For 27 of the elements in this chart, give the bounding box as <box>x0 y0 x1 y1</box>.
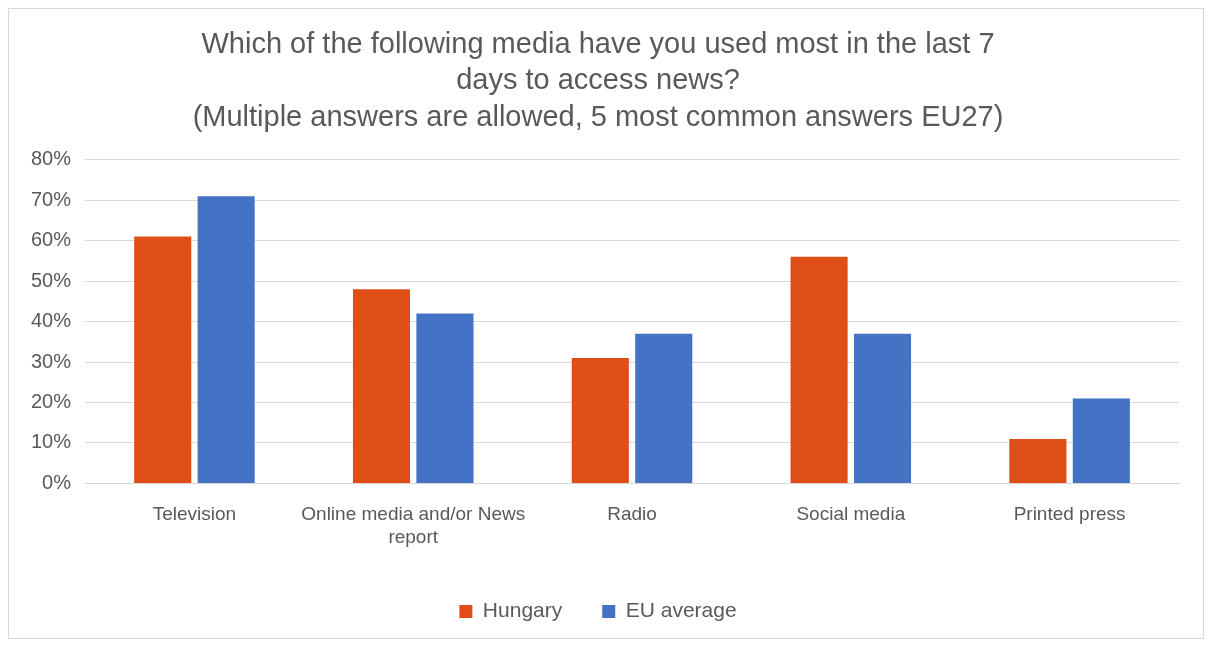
y-tick-label: 0% <box>42 470 72 493</box>
legend-label: EU average <box>625 598 737 622</box>
x-tick-label: Radio <box>607 503 657 525</box>
x-tick-label: Social media <box>796 503 906 525</box>
bar <box>1009 438 1067 483</box>
bar <box>352 289 411 483</box>
y-tick-label: 50% <box>31 268 72 291</box>
bar <box>853 333 912 483</box>
y-tick-label: 40% <box>31 309 72 332</box>
y-tick-label: 30% <box>31 349 72 372</box>
bar <box>635 333 693 483</box>
chart-title: Which of the following media have you used most in the last 7 days to access news? (Multiple answers are allowed, 5 most common answers EU27) <box>192 27 1004 132</box>
bar <box>1072 398 1130 483</box>
x-tick-label: Online media and/or News report <box>301 503 526 547</box>
bar <box>197 196 255 483</box>
y-tick-label: 60% <box>31 228 72 251</box>
bar <box>571 357 629 483</box>
x-tick-label: Printed press <box>1013 503 1126 525</box>
y-tick-label: 80% <box>31 147 72 170</box>
y-tick-label: 70% <box>31 187 72 210</box>
bar <box>790 256 848 483</box>
legend-label: Hungary <box>482 598 563 622</box>
y-tick-label: 10% <box>31 430 72 453</box>
x-tick-label: Television <box>152 503 237 525</box>
bar <box>416 313 474 483</box>
y-tick-label: 20% <box>31 390 72 412</box>
bar <box>134 236 192 483</box>
